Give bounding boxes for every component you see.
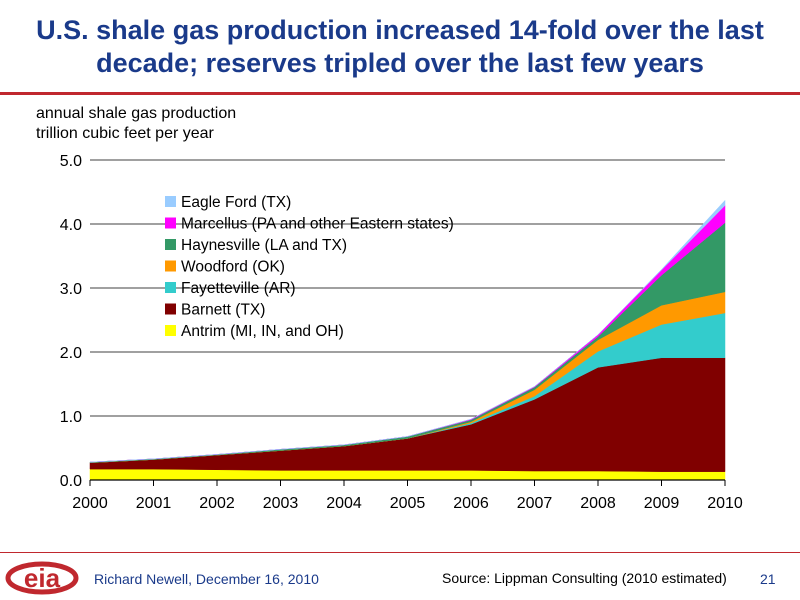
- legend-label-5: Barnett (TX): [181, 302, 265, 319]
- legend-swatch-4: [165, 282, 176, 293]
- legend-swatch-0: [165, 196, 176, 207]
- source-note: Source: Lippman Consulting (2010 estimat…: [442, 570, 727, 586]
- slide-title: U.S. shale gas production increased 14-f…: [0, 14, 800, 80]
- legend-swatch-1: [165, 217, 176, 229]
- x-tick-label-2: 2002: [199, 495, 235, 512]
- x-tick-label-4: 2004: [326, 495, 362, 512]
- title-line-2: decade; reserves tripled over the last f…: [96, 48, 704, 78]
- page-number: 21: [760, 571, 776, 587]
- legend-swatch-3: [165, 260, 176, 272]
- x-tick-label-10: 2010: [707, 495, 743, 512]
- legend-swatch-5: [165, 303, 176, 315]
- x-tick-label-0: 2000: [72, 495, 108, 512]
- y-axis-label: annual shale gas production trillion cub…: [36, 104, 236, 144]
- x-tick-label-6: 2006: [453, 495, 489, 512]
- y-tick-label-3: 3.0: [60, 281, 82, 298]
- legend-swatch-6: [165, 325, 176, 336]
- y-axis-label-line-1: annual shale gas production: [36, 105, 237, 122]
- y-tick-label-5: 5.0: [60, 153, 82, 170]
- legend-label-1: Marcellus (PA and other Eastern states): [181, 216, 454, 233]
- eia-logo-text: eia: [24, 563, 61, 593]
- y-tick-label-4: 4.0: [60, 217, 82, 234]
- x-tick-label-5: 2005: [390, 495, 426, 512]
- author-date: Richard Newell, December 16, 2010: [94, 571, 319, 587]
- title-divider: [0, 92, 800, 95]
- y-tick-label-2: 2.0: [60, 345, 82, 362]
- y-tick-label-1: 1.0: [60, 409, 82, 426]
- legend-label-6: Antrim (MI, IN, and OH): [181, 323, 344, 340]
- y-tick-label-0: 0.0: [60, 473, 82, 490]
- x-tick-label-3: 2003: [263, 495, 299, 512]
- x-tick-label-8: 2008: [580, 495, 616, 512]
- x-tick-label-7: 2007: [517, 495, 553, 512]
- area-series-1: [89, 357, 726, 472]
- area-series-6: [89, 199, 726, 463]
- eia-logo: eia: [5, 561, 79, 595]
- legend-label-2: Haynesville (LA and TX): [181, 237, 347, 254]
- legend-label-0: Eagle Ford (TX): [181, 194, 291, 211]
- legend-swatch-2: [165, 239, 176, 250]
- legend-label-3: Woodford (OK): [181, 259, 285, 276]
- x-tick-label-9: 2009: [644, 495, 680, 512]
- x-tick-label-1: 2001: [136, 495, 172, 512]
- footer-divider: [0, 552, 800, 553]
- title-line-1: U.S. shale gas production increased 14-f…: [36, 15, 764, 45]
- legend-label-4: Fayetteville (AR): [181, 280, 296, 297]
- y-axis-label-line-2: trillion cubic feet per year: [36, 125, 214, 142]
